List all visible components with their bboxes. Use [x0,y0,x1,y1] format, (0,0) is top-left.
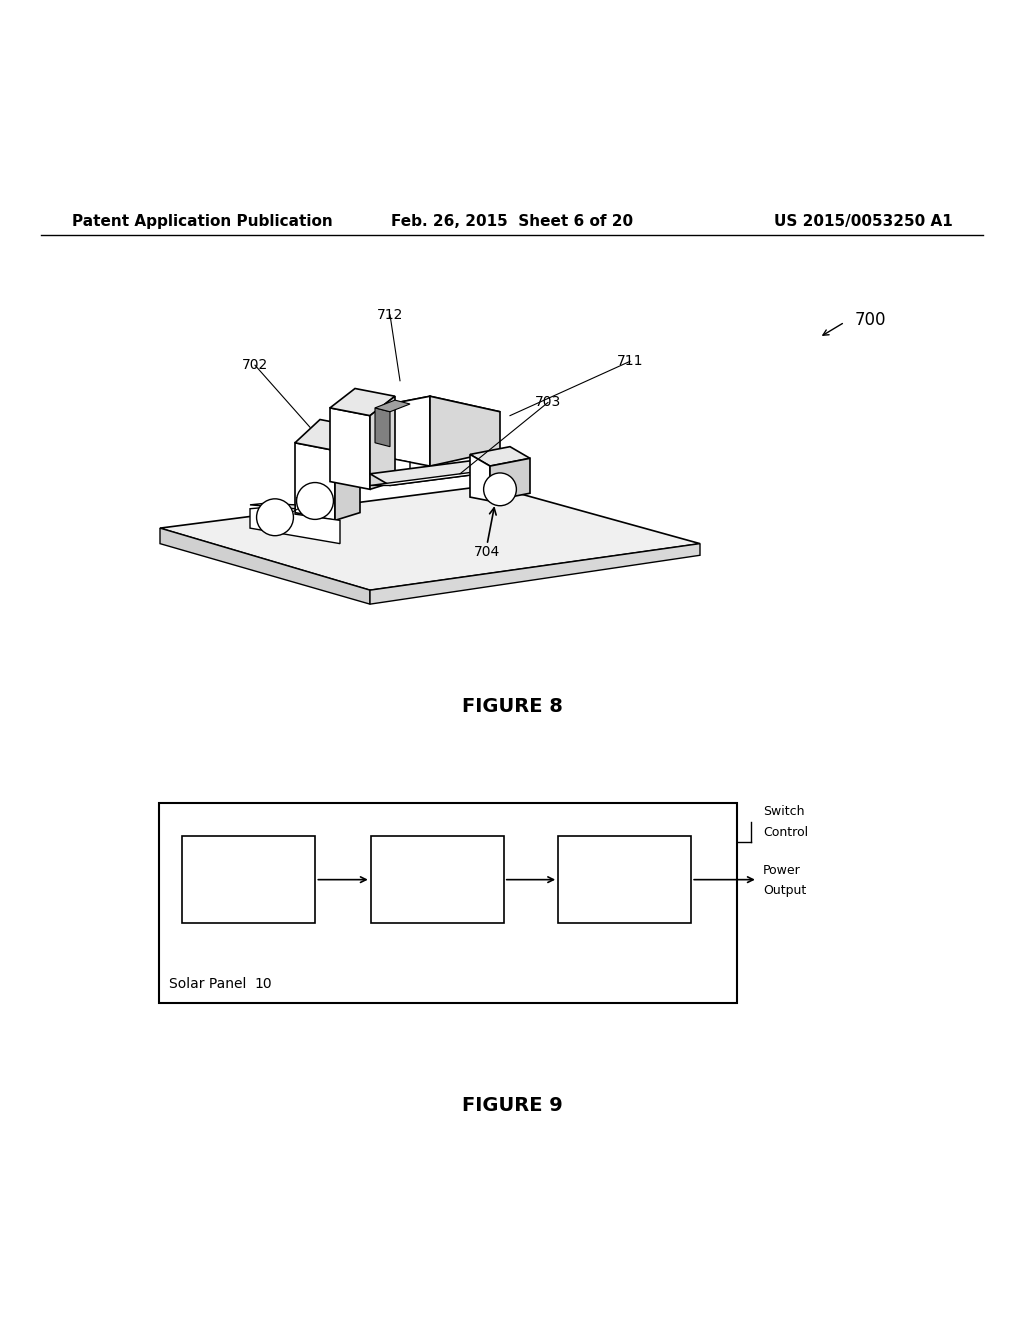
Bar [182,836,315,923]
Bar [371,836,504,923]
Text: At least one: At least one [212,859,286,873]
Polygon shape [370,458,510,486]
Text: Control: Control [763,825,808,838]
Polygon shape [370,544,700,605]
Polygon shape [390,396,430,466]
Polygon shape [250,504,340,544]
Polygon shape [160,486,700,590]
Text: Solar Panel: Solar Panel [169,977,251,991]
Polygon shape [470,454,490,502]
Text: 16: 16 [653,873,669,886]
Text: 712: 712 [377,308,403,322]
Polygon shape [390,396,500,420]
Text: 704: 704 [474,545,500,558]
Polygon shape [250,503,295,508]
Polygon shape [390,458,410,478]
Text: Voltage Module: Voltage Module [389,863,485,876]
Text: FIGURE 8: FIGURE 8 [462,697,562,715]
Circle shape [297,483,334,519]
Text: 703: 703 [535,396,561,409]
Polygon shape [160,528,370,605]
Circle shape [483,473,516,506]
Polygon shape [330,388,395,416]
Text: 702: 702 [242,358,268,372]
Text: 10: 10 [254,977,271,991]
Text: 12: 12 [283,883,298,896]
Polygon shape [490,458,530,502]
Text: Solar Cell: Solar Cell [209,883,272,896]
Text: Power: Power [763,863,801,876]
Text: 701: 701 [295,496,322,511]
Polygon shape [370,396,395,490]
Bar [159,804,737,1003]
Text: 700: 700 [855,312,887,329]
Text: 14: 14 [429,886,445,899]
Polygon shape [375,400,410,412]
Text: Feb. 26, 2015  Sheet 6 of 20: Feb. 26, 2015 Sheet 6 of 20 [391,214,633,230]
Text: FIGURE 9: FIGURE 9 [462,1096,562,1115]
Polygon shape [430,396,500,466]
Polygon shape [370,470,510,486]
Polygon shape [335,428,360,520]
Polygon shape [295,442,335,520]
Circle shape [257,499,294,536]
Text: Patent Application Publication: Patent Application Publication [72,214,333,230]
Text: Output: Output [763,884,806,898]
Text: Switch: Switch [588,873,637,886]
Text: 711: 711 [616,354,643,368]
Bar [558,836,691,923]
Polygon shape [295,420,360,450]
Text: US 2015/0053250 A1: US 2015/0053250 A1 [773,214,952,230]
Polygon shape [375,408,390,446]
Polygon shape [330,408,370,490]
Text: Switch: Switch [763,805,805,818]
Polygon shape [470,446,530,466]
